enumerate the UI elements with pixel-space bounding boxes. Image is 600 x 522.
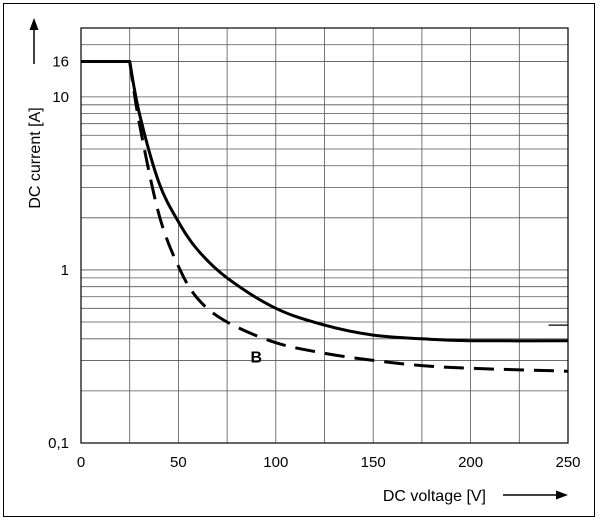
x-tick-label: 50 [170, 454, 187, 471]
y-tick-label: 10 [52, 89, 69, 106]
tick-labels: 0 50 100 150 200 250 0,1 1 10 16 [48, 54, 580, 471]
y-tick-label: 16 [52, 54, 69, 71]
x-tick-label: 150 [361, 454, 386, 471]
x-tick-label: 200 [458, 454, 483, 471]
y-tick-label: 1 [61, 262, 69, 279]
chart-frame [3, 3, 595, 517]
series-b-label: B [250, 349, 262, 366]
x-tick-label: 0 [77, 454, 85, 471]
x-axis-title: DC voltage [V] [383, 488, 486, 505]
x-tick-label: 100 [263, 454, 288, 471]
y-tick-label: 0,1 [48, 435, 69, 452]
series-labels: AB [250, 324, 568, 366]
y-axis-title: DC current [A] [27, 107, 44, 208]
x-tick-label: 250 [555, 454, 580, 471]
plot-area-border [80, 27, 569, 444]
axis-titles: DC current [A] DC voltage [V] [27, 18, 568, 505]
series-layer [81, 60, 569, 373]
series-a-curve [81, 60, 569, 343]
x-axis-arrow-head [556, 490, 568, 500]
y-axis-arrow-head [29, 18, 39, 30]
grid [81, 28, 568, 443]
series-b-curve [128, 61, 569, 373]
